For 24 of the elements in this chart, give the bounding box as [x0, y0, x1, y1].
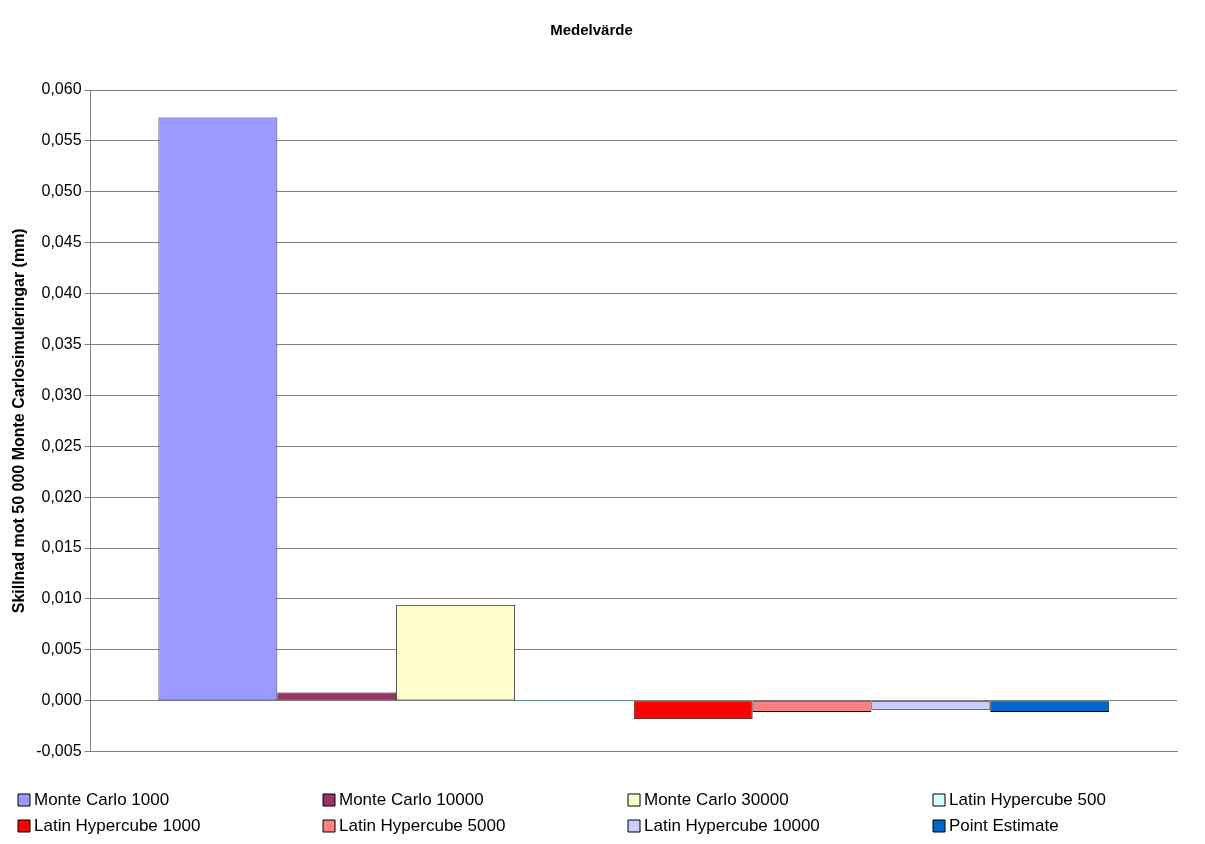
- y-tick-label: 0,020: [41, 487, 82, 505]
- legend-label: Latin Hypercube 1000: [34, 815, 201, 835]
- y-tick-label: 0,050: [41, 182, 82, 200]
- y-tick-label: 0,045: [41, 233, 82, 251]
- y-tick-label: 0,030: [41, 385, 82, 403]
- y-tick-label: 0,060: [41, 80, 82, 98]
- legend-label: Point Estimate: [949, 815, 1059, 835]
- legend-label: Latin Hypercube 5000: [339, 815, 506, 835]
- legend-label: Monte Carlo 1000: [34, 789, 170, 809]
- legend-label: Monte Carlo 10000: [339, 789, 484, 809]
- y-tick-label: 0,055: [41, 131, 82, 149]
- legend-label: Latin Hypercube 500: [949, 789, 1106, 809]
- y-tick-label: 0,000: [41, 691, 82, 709]
- y-tick-label: 0,040: [41, 283, 82, 301]
- y-tick-label: 0,005: [41, 640, 82, 658]
- chart-title: Medelvärde: [550, 21, 633, 39]
- legend-label: Latin Hypercube 10000: [644, 815, 820, 835]
- y-tick-label: 0,035: [41, 334, 82, 352]
- y-tick-label: 0,015: [41, 538, 82, 556]
- legend-label: Monte Carlo 30000: [644, 789, 789, 809]
- y-tick-label: 0,025: [41, 436, 82, 454]
- y-axis-title: Skillnad mot 50 000 Monte Carlosimuleringar (mm): [10, 228, 28, 614]
- y-tick-label: -0,005: [36, 742, 82, 760]
- y-tick-label: 0,010: [41, 589, 82, 607]
